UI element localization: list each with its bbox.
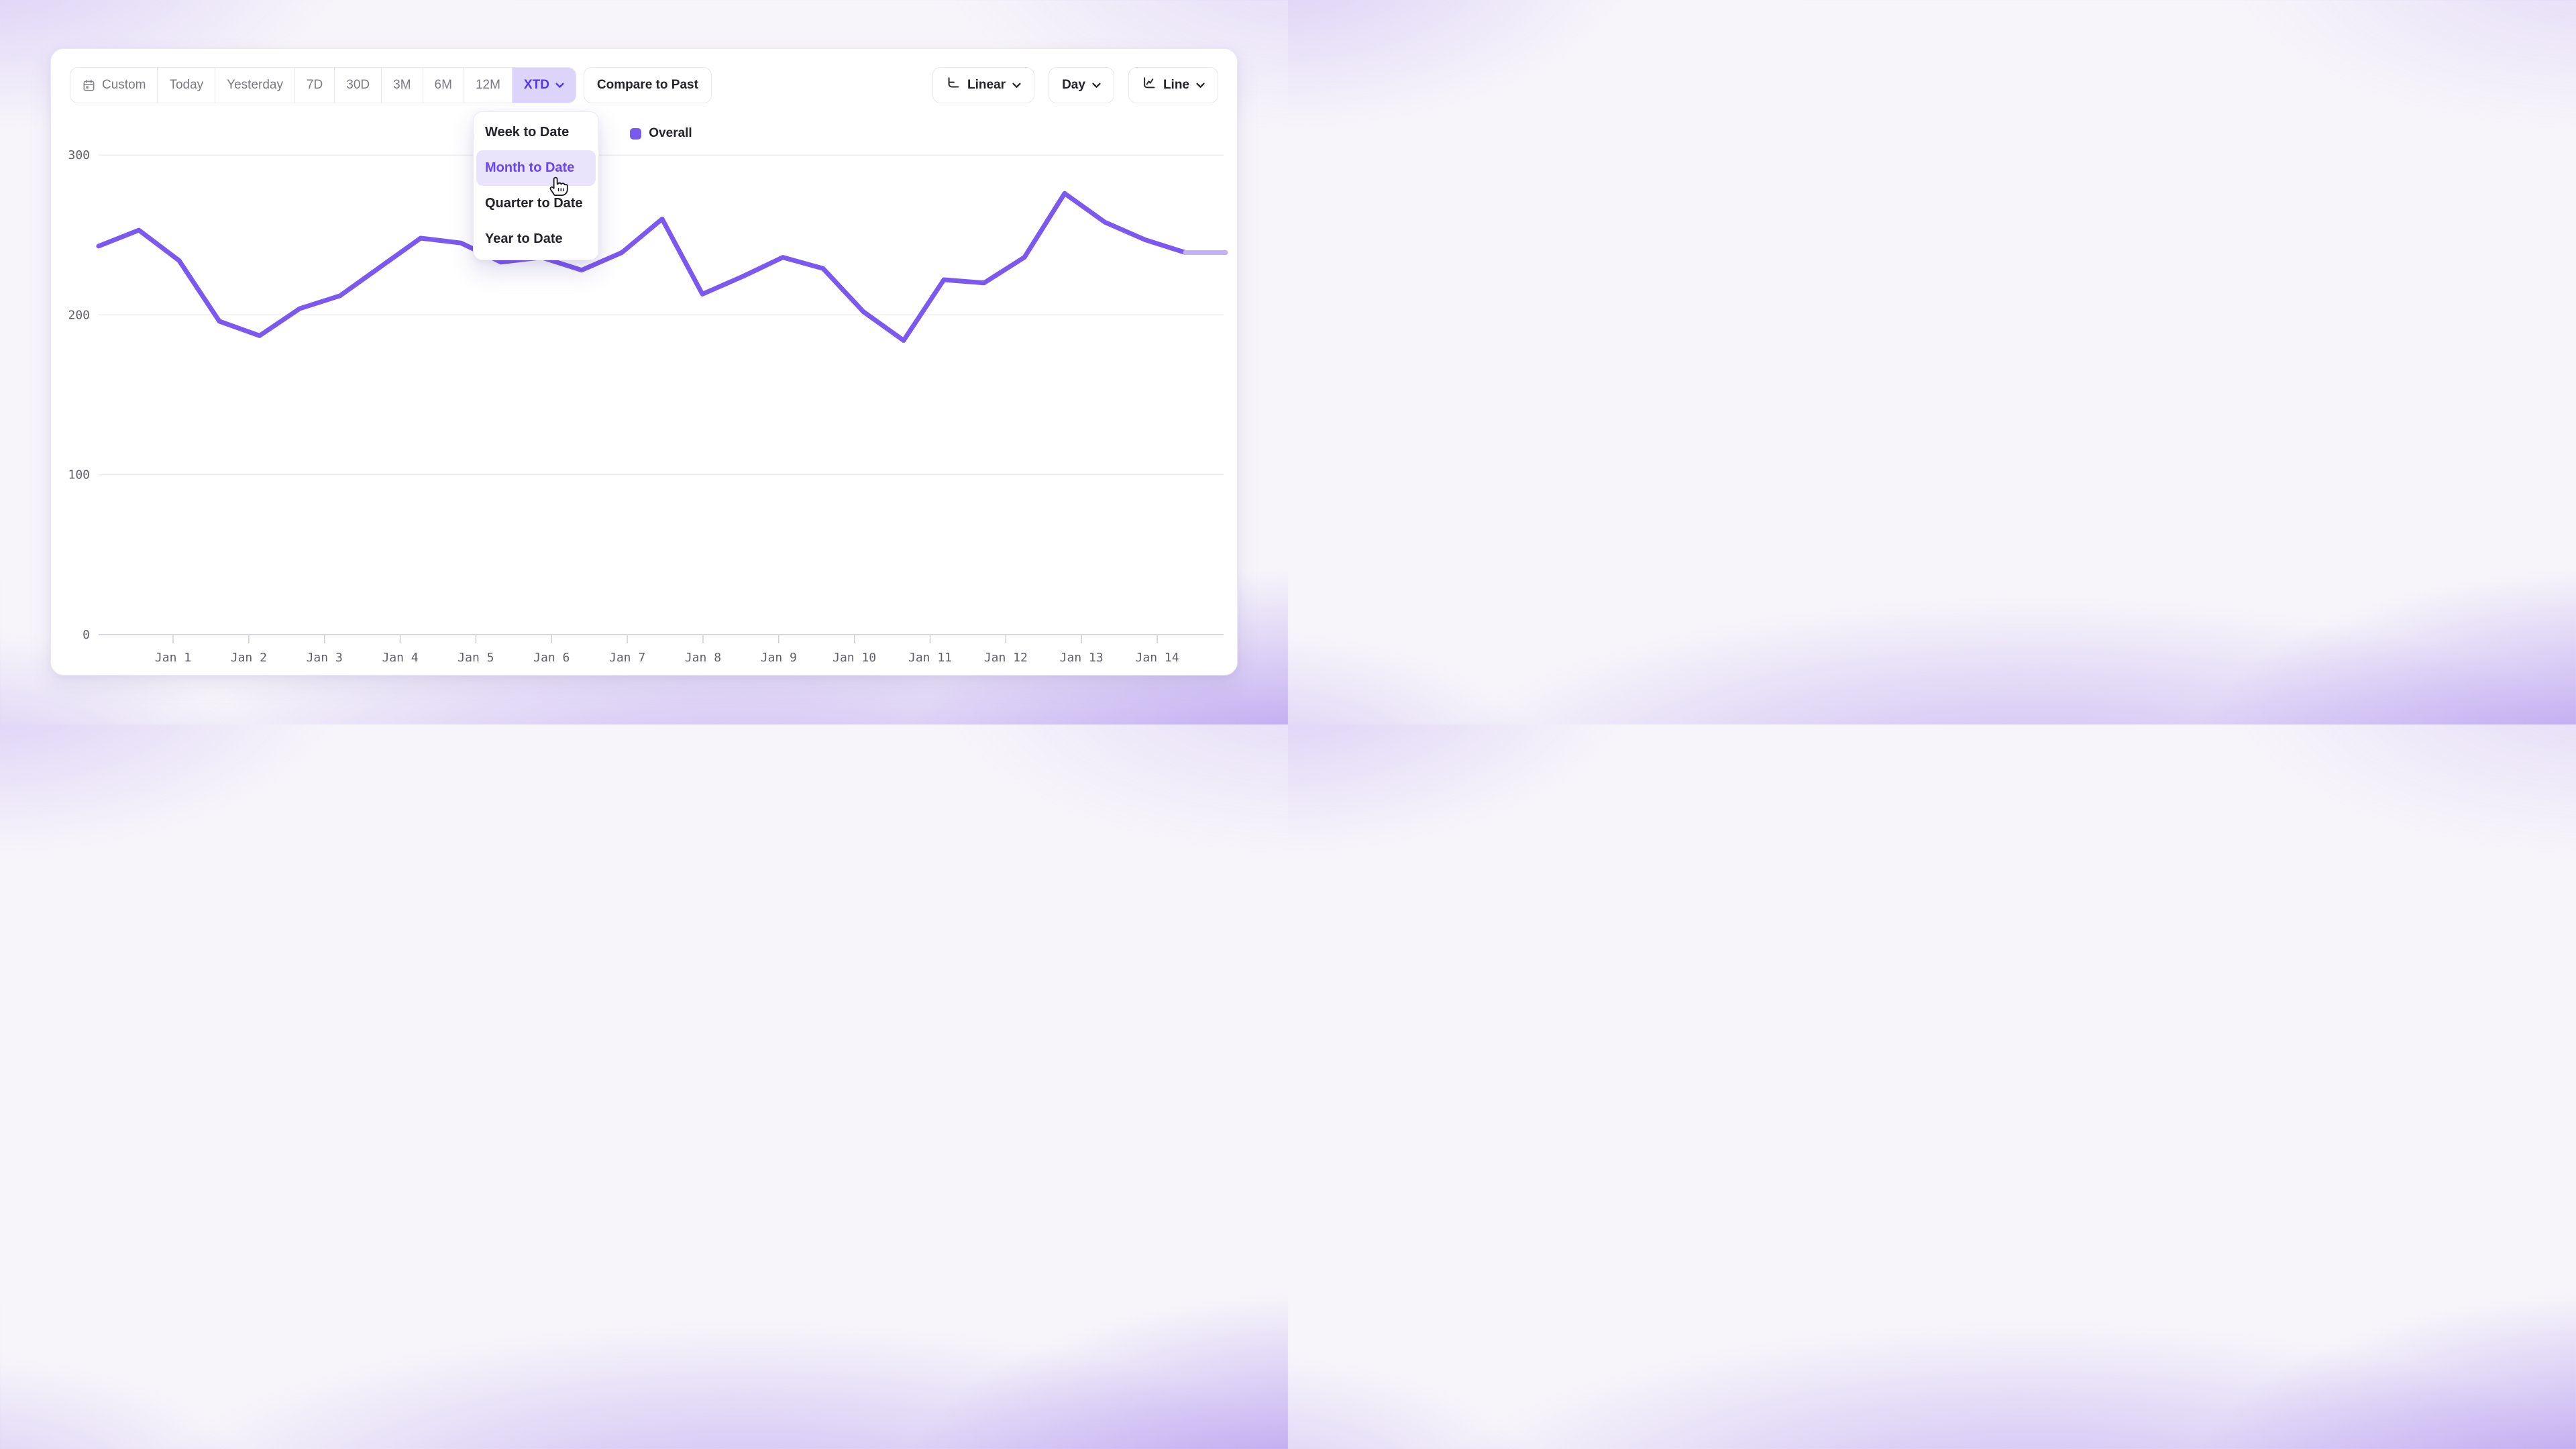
range-button-12m[interactable]: 12M — [464, 68, 513, 103]
x-tick-label: Jan 6 — [533, 651, 570, 665]
range-button-30d[interactable]: 30D — [335, 68, 382, 103]
chevron-down-icon — [1012, 83, 1021, 88]
scale-select-label: Linear — [967, 78, 1006, 92]
granularity-select[interactable]: Day — [1049, 67, 1114, 103]
x-tick-label: Jan 7 — [609, 651, 645, 665]
x-tick-label: Jan 4 — [382, 651, 418, 665]
x-tick-label: Jan 9 — [761, 651, 797, 665]
legend-swatch-overall — [630, 127, 642, 140]
range-button-label: Yesterday — [227, 78, 283, 92]
chevron-down-icon — [1196, 83, 1205, 88]
scale-select[interactable]: Linear — [932, 67, 1035, 103]
line-chart-icon — [1142, 76, 1157, 95]
range-button-label: Custom — [102, 78, 146, 92]
menu-item-month-to-date[interactable]: Month to Date — [476, 150, 596, 186]
y-tick-label: 300 — [68, 148, 90, 162]
mouse-cursor-pointer — [549, 176, 568, 197]
x-tick-label: Jan 10 — [833, 651, 876, 665]
range-button-label: 7D — [306, 78, 323, 92]
chart-settings-group: Linear Day Line — [932, 67, 1218, 103]
chart-line-overall — [96, 191, 1188, 343]
chevron-down-icon — [1092, 83, 1101, 88]
range-dropdown-menu: Week to Date Month to Date Quarter to Date… — [473, 111, 599, 260]
range-button-custom[interactable]: Custom — [70, 68, 158, 103]
range-button-label: 12M — [475, 78, 500, 92]
menu-item-quarter-to-date[interactable]: Quarter to Date — [485, 196, 583, 211]
x-tick-label: Jan 11 — [908, 651, 952, 665]
x-tick-label: Jan 13 — [1060, 651, 1104, 665]
y-tick-label: 0 — [83, 628, 90, 642]
date-range-segmented-control: Custom Today Yesterday 7D 30D 3M 6M 12M XTD — [70, 67, 576, 103]
chart-type-select[interactable]: Line — [1128, 67, 1218, 103]
range-button-label: XTD — [523, 78, 549, 92]
y-tick-label: 200 — [68, 308, 90, 322]
compare-to-past-button[interactable]: Compare to Past — [583, 67, 712, 103]
x-tick-label: Jan 3 — [307, 651, 343, 665]
linear-scale-icon — [946, 76, 961, 95]
line-chart: 0 100 200 300 Jan 1 Jan 2 Jan 3 Jan 4 Jan 5 Jan 6… — [68, 148, 1228, 665]
range-button-7d[interactable]: 7D — [295, 68, 335, 103]
range-button-label: 30D — [346, 78, 370, 92]
range-button-today[interactable]: Today — [158, 68, 216, 103]
range-button-xtd[interactable]: XTD — [512, 68, 576, 103]
legend: Overall — [99, 125, 1224, 142]
x-tick-label: Jan 8 — [685, 651, 721, 665]
range-button-label: 6M — [434, 78, 452, 92]
range-button-6m[interactable]: 6M — [423, 68, 464, 103]
range-button-3m[interactable]: 3M — [382, 68, 423, 103]
range-button-label: Today — [169, 78, 204, 92]
y-tick-label: 100 — [68, 468, 90, 482]
toolbar: Custom Today Yesterday 7D 30D 3M 6M 12M XTD Comp… — [70, 67, 1218, 103]
x-tick-label: Jan 2 — [231, 651, 267, 665]
chart-type-select-label: Line — [1163, 78, 1189, 92]
x-tick-label: Jan 12 — [984, 651, 1028, 665]
x-tick-label: Jan 14 — [1136, 651, 1179, 665]
range-button-label: 3M — [393, 78, 411, 92]
x-tick-label: Jan 1 — [155, 651, 191, 665]
legend-label: Overall — [649, 126, 692, 140]
chevron-down-icon — [555, 83, 564, 89]
menu-item-year-to-date[interactable]: Year to Date — [485, 231, 563, 246]
range-button-yesterday[interactable]: Yesterday — [215, 68, 295, 103]
calendar-icon — [82, 78, 96, 93]
menu-item-week-to-date[interactable]: Week to Date — [485, 125, 570, 140]
analytics-card: Custom Today Yesterday 7D 30D 3M 6M 12M XTD Comp… — [50, 48, 1238, 676]
x-tick-label: Jan 5 — [458, 651, 494, 665]
granularity-select-label: Day — [1062, 78, 1085, 92]
